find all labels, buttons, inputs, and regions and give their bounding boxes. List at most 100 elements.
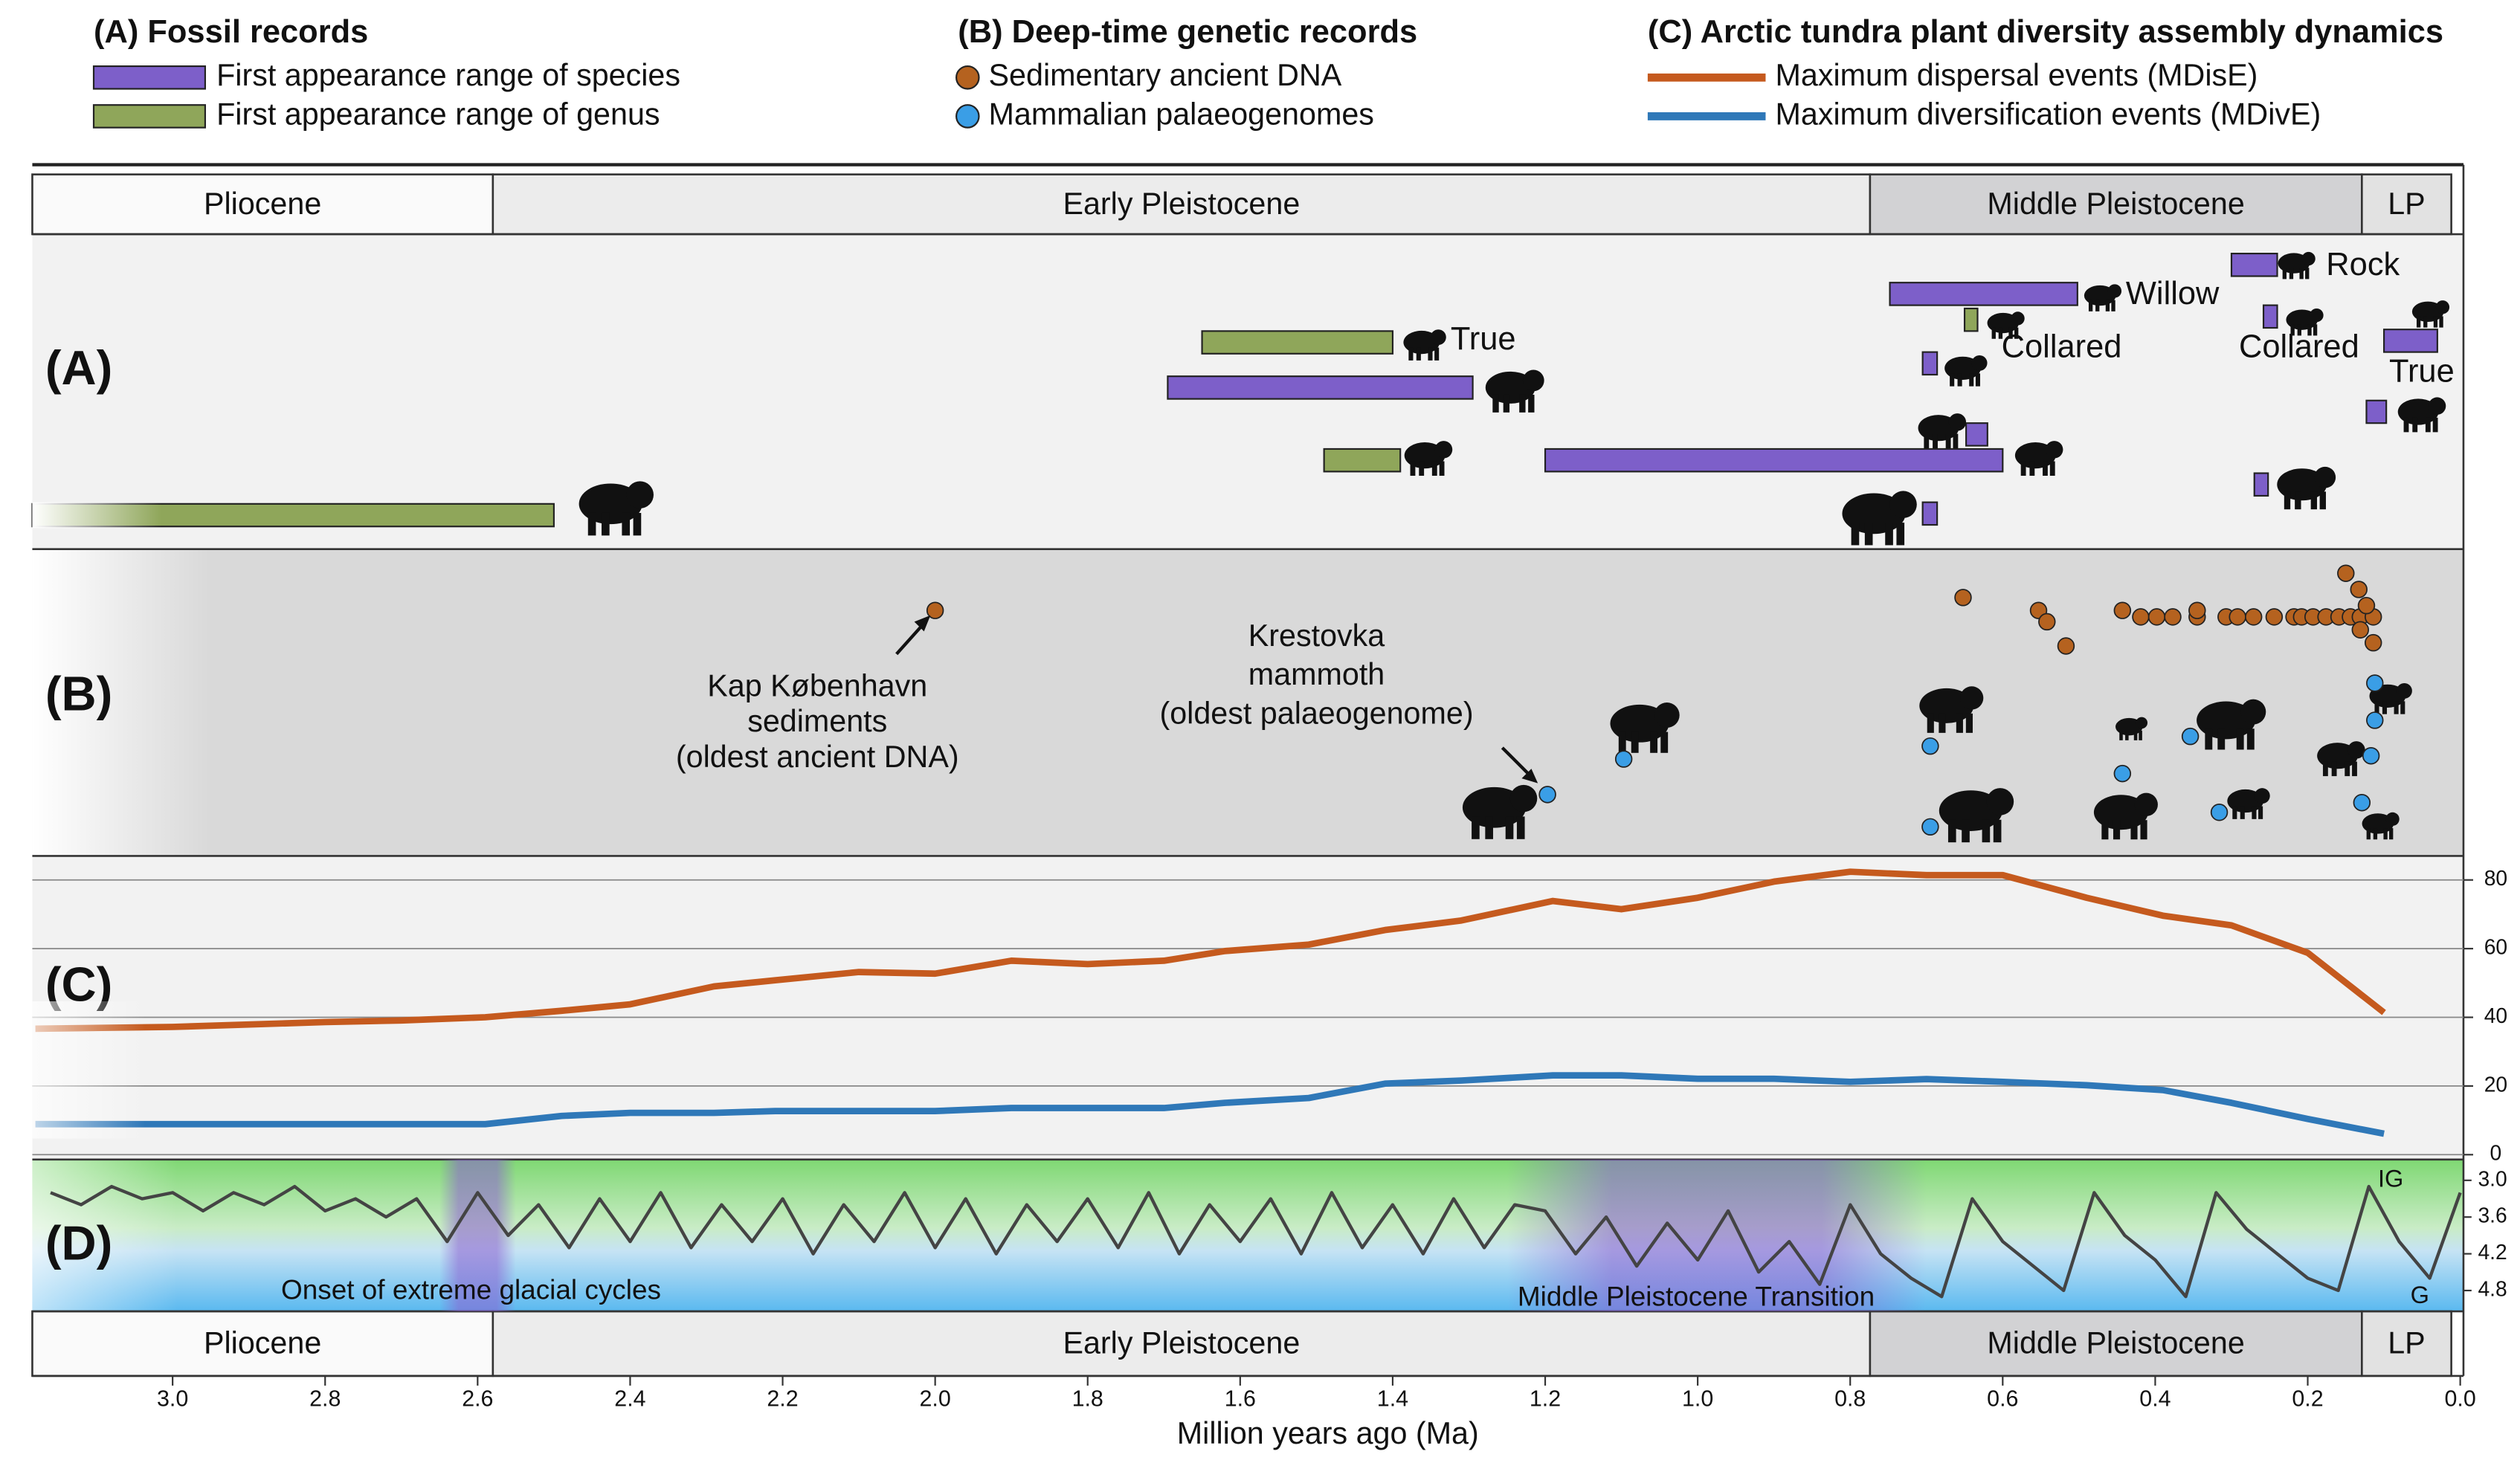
legend-label: First appearance range of genus xyxy=(216,97,660,131)
icon-leg xyxy=(2140,820,2147,840)
legend-label: Sedimentary ancient DNA xyxy=(989,58,1342,92)
icon-head xyxy=(2385,812,2400,826)
x-tick-label: 2.4 xyxy=(614,1386,645,1412)
icon-leg xyxy=(2252,806,2257,819)
panel-d-fade xyxy=(32,1159,178,1312)
animal-icon xyxy=(2277,466,2336,510)
x-tick-label: 2.2 xyxy=(767,1386,798,1412)
fossil-bar xyxy=(1921,351,1939,376)
animal-icon xyxy=(2278,251,2316,280)
icon-leg xyxy=(2400,701,2405,714)
icon-head xyxy=(1430,329,1446,346)
legend-swatch xyxy=(92,65,206,90)
taxon-label: Rock xyxy=(2326,247,2400,282)
x-tick-label: 0.8 xyxy=(1834,1386,1866,1412)
y-tick-label: 80 xyxy=(2484,866,2507,890)
fossil-bar xyxy=(2262,304,2278,329)
icon-head xyxy=(2435,300,2450,314)
icon-leg xyxy=(1410,461,1416,476)
icon-head xyxy=(2240,699,2266,725)
icon-leg xyxy=(1439,461,1445,476)
palaeogenome-point xyxy=(2113,764,2132,783)
arrow xyxy=(895,622,926,656)
arrow-head xyxy=(1521,769,1538,784)
x-tick-label: 1.0 xyxy=(1682,1386,1713,1412)
icon-leg xyxy=(2232,806,2237,819)
icon-leg xyxy=(2374,701,2379,714)
end-label: G xyxy=(2411,1282,2429,1308)
annotation: (oldest ancient DNA) xyxy=(676,740,959,774)
annotation: (oldest palaeogenome) xyxy=(1159,696,1473,730)
taxon-label: True xyxy=(1451,321,1516,357)
fossil-bar xyxy=(1963,307,1979,332)
seda-dna-point xyxy=(2244,608,2263,626)
animal-icon xyxy=(2014,441,2063,476)
annotation: Kap København xyxy=(707,668,927,702)
epoch-name: Middle Pleistocene xyxy=(1987,1326,2244,1360)
seda-dna-point xyxy=(2164,608,2182,626)
fossil-bar xyxy=(2382,329,2438,353)
icon-leg xyxy=(1516,816,1525,839)
icon-head xyxy=(2428,397,2446,415)
x-tick-label: 0.6 xyxy=(1987,1386,2018,1412)
animal-icon xyxy=(2197,699,2266,750)
fossil-bar xyxy=(1965,422,1988,447)
icon-leg xyxy=(1927,713,1934,733)
icon-leg xyxy=(2299,268,2304,280)
y-tick-label: 3.6 xyxy=(2478,1204,2507,1227)
palaeogenome-point xyxy=(1921,818,1939,836)
transition-band xyxy=(1506,1159,1927,1312)
epoch-name: LP xyxy=(2388,187,2425,221)
band-label: Onset of extreme glacial cycles xyxy=(281,1275,661,1305)
icon-leg xyxy=(2433,316,2438,328)
seda-dna-point xyxy=(2265,608,2284,626)
icon-head xyxy=(2301,251,2316,266)
legend-swatch xyxy=(92,104,206,129)
seda-dna-point xyxy=(2038,613,2056,631)
y-tick-label: 60 xyxy=(2484,935,2507,959)
icon-leg xyxy=(2297,324,2301,336)
icon-head xyxy=(1960,686,1984,710)
seda-dna-point xyxy=(2364,633,2382,652)
icon-leg xyxy=(1957,373,1962,387)
animal-icon xyxy=(579,481,654,536)
animal-icon xyxy=(1939,788,2014,843)
icon-leg xyxy=(1431,461,1437,476)
icon-leg xyxy=(2095,300,2100,311)
y-tick-label: 4.8 xyxy=(2478,1276,2507,1300)
icon-leg xyxy=(2383,828,2388,840)
icon-leg xyxy=(2014,327,2019,339)
icon-leg xyxy=(1982,819,1991,843)
icon-leg xyxy=(2101,820,2109,840)
icon-leg xyxy=(2282,268,2287,280)
icon-leg xyxy=(1660,731,1669,753)
icon-head xyxy=(1948,413,1967,431)
band-label: Middle Pleistocene Transition xyxy=(1518,1281,1875,1311)
epoch-box xyxy=(2361,1310,2452,1377)
seda-dna-point xyxy=(2357,596,2376,615)
y-tick-label: 40 xyxy=(2484,1004,2507,1027)
palaeogenome-point xyxy=(1538,786,1556,804)
icon-leg xyxy=(1618,731,1626,753)
icon-leg xyxy=(2412,417,2418,433)
icon-head xyxy=(1971,355,1988,371)
icon-leg xyxy=(2008,327,2013,339)
icon-leg xyxy=(1419,461,1425,476)
annotation: sediments xyxy=(747,704,887,738)
icon-leg xyxy=(2432,417,2438,433)
icon-head xyxy=(2045,441,2063,459)
epoch-name: LP xyxy=(2388,1326,2425,1360)
panel-label: (A) xyxy=(45,340,112,395)
icon-leg xyxy=(2319,491,2326,510)
seda-dna-point xyxy=(2057,637,2075,655)
legend-title: (A) Fossil records xyxy=(94,14,368,50)
icon-head xyxy=(2134,792,2158,816)
icon-leg xyxy=(2088,300,2093,311)
icon-leg xyxy=(1924,433,1930,449)
end-label: IG xyxy=(2378,1166,2403,1192)
taxon-label: Willow xyxy=(2126,276,2220,311)
icon-head xyxy=(2254,788,2270,804)
icon-leg xyxy=(2322,761,2328,777)
legend-swatch xyxy=(955,104,980,129)
annotation: mammoth xyxy=(1248,657,1385,691)
